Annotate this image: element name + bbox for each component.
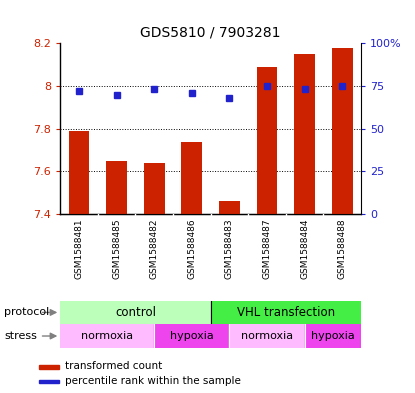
Text: hypoxia: hypoxia <box>311 331 355 341</box>
Text: transformed count: transformed count <box>65 361 162 371</box>
Text: stress: stress <box>4 331 37 341</box>
Text: control: control <box>115 306 156 319</box>
Text: GSM1588481: GSM1588481 <box>74 219 83 279</box>
Text: hypoxia: hypoxia <box>170 331 214 341</box>
Title: GDS5810 / 7903281: GDS5810 / 7903281 <box>140 25 281 39</box>
Bar <box>211 301 361 324</box>
Text: GSM1588487: GSM1588487 <box>263 219 271 279</box>
Text: protocol: protocol <box>4 307 49 318</box>
Bar <box>229 324 305 348</box>
Bar <box>332 48 353 214</box>
Bar <box>219 201 240 214</box>
Bar <box>39 380 59 384</box>
Text: percentile rank within the sample: percentile rank within the sample <box>65 376 241 386</box>
Text: GSM1588486: GSM1588486 <box>187 219 196 279</box>
Bar <box>305 324 361 348</box>
Text: normoxia: normoxia <box>81 331 133 341</box>
Text: GSM1588488: GSM1588488 <box>338 219 347 279</box>
Text: GSM1588484: GSM1588484 <box>300 219 309 279</box>
Bar <box>39 365 59 369</box>
Text: GSM1588482: GSM1588482 <box>150 219 159 279</box>
Bar <box>257 67 277 214</box>
Bar <box>144 163 164 214</box>
Bar <box>60 324 154 348</box>
Text: GSM1588483: GSM1588483 <box>225 219 234 279</box>
Text: VHL transfection: VHL transfection <box>237 306 335 319</box>
Bar <box>60 301 211 324</box>
Bar <box>68 131 89 214</box>
Text: GSM1588485: GSM1588485 <box>112 219 121 279</box>
Text: normoxia: normoxia <box>241 331 293 341</box>
Bar <box>181 141 202 214</box>
Bar <box>294 54 315 214</box>
Bar <box>106 161 127 214</box>
Bar <box>154 324 229 348</box>
